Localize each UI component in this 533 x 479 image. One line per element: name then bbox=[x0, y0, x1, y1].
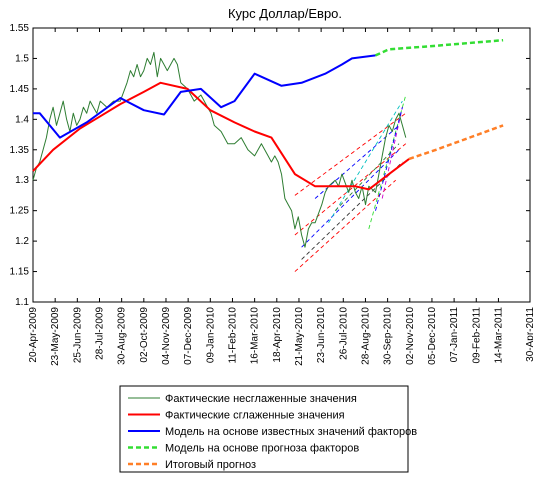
y-tick-label: 1.45 bbox=[10, 84, 30, 95]
trend-line bbox=[294, 112, 407, 196]
x-tick-label: 11-Feb-2010 bbox=[227, 307, 238, 364]
x-tick-label: 04-Nov-2009 bbox=[161, 307, 172, 365]
y-tick-label: 1.1 bbox=[15, 297, 29, 308]
series-line bbox=[408, 124, 504, 161]
x-tick-label: 20-Apr-2009 bbox=[28, 307, 39, 363]
y-tick-label: 1.3 bbox=[15, 175, 29, 186]
series-line bbox=[33, 54, 376, 139]
plot-frame bbox=[32, 27, 531, 303]
trend-line bbox=[381, 107, 403, 199]
x-tick-label: 21-May-2010 bbox=[294, 307, 305, 366]
x-tick-label: 02-Nov-2010 bbox=[405, 307, 416, 365]
y-tick-label: 1.2 bbox=[15, 236, 29, 247]
trend-line bbox=[334, 143, 400, 212]
y-tick-label: 1.35 bbox=[10, 145, 30, 156]
trend-line bbox=[301, 161, 403, 260]
legend-box bbox=[119, 385, 409, 473]
x-tick-label: 28-Jul-2009 bbox=[94, 307, 105, 360]
trend-line bbox=[301, 149, 400, 248]
x-tick-label: 16-Mar-2010 bbox=[250, 307, 261, 365]
x-tick-label: 18-Apr-2010 bbox=[272, 307, 283, 363]
trend-line bbox=[314, 125, 400, 199]
x-tick-label: 30-Apr-2011 bbox=[525, 307, 533, 362]
trend-line bbox=[294, 179, 397, 272]
x-tick-label: 23-May-2009 bbox=[50, 307, 61, 366]
x-tick-label: 09-Jan-2010 bbox=[205, 307, 216, 364]
x-tick-label: 25-Jun-2009 bbox=[72, 307, 83, 364]
series-line bbox=[374, 38, 504, 57]
x-tick-label: 23-Jun-2010 bbox=[316, 307, 327, 364]
x-tick-label: 30-Aug-2009 bbox=[117, 307, 128, 365]
legend-label: Итоговый прогноз bbox=[165, 459, 256, 471]
chart-title: Курс Доллар/Евро. bbox=[228, 6, 342, 21]
y-tick-label: 1.5 bbox=[15, 53, 29, 64]
y-tick-label: 1.55 bbox=[10, 23, 30, 34]
legend-label: Фактические сглаженные значения bbox=[165, 410, 345, 422]
x-tick-label: 05-Dec-2010 bbox=[427, 307, 438, 365]
legend-label: Фактические несглаженные значения bbox=[165, 393, 357, 405]
x-tick-label: 28-Aug-2010 bbox=[360, 307, 371, 365]
y-tick-label: 1.15 bbox=[10, 267, 30, 278]
trend-line bbox=[375, 107, 403, 211]
y-tick-label: 1.25 bbox=[10, 206, 30, 217]
series-line bbox=[32, 81, 410, 191]
legend-label: Модель на основе прогноза факторов bbox=[165, 443, 359, 455]
x-tick-label: 09-Feb-2011 bbox=[471, 307, 482, 364]
x-tick-label: 14-Mar-2011 bbox=[493, 307, 504, 364]
x-tick-label: 07-Dec-2009 bbox=[183, 307, 194, 365]
x-tick-label: 26-Jul-2010 bbox=[338, 307, 349, 360]
y-tick-label: 1.4 bbox=[15, 114, 29, 125]
trend-line bbox=[294, 143, 407, 236]
legend-label: Модель на основе известных значений факт… bbox=[165, 426, 417, 438]
x-tick-label: 07-Jan-2011 bbox=[449, 307, 460, 363]
x-tick-label: 30-Sep-2010 bbox=[383, 307, 394, 365]
x-tick-label: 02-Oct-2009 bbox=[139, 307, 150, 363]
trend-line bbox=[328, 100, 403, 224]
series-line bbox=[32, 51, 407, 248]
